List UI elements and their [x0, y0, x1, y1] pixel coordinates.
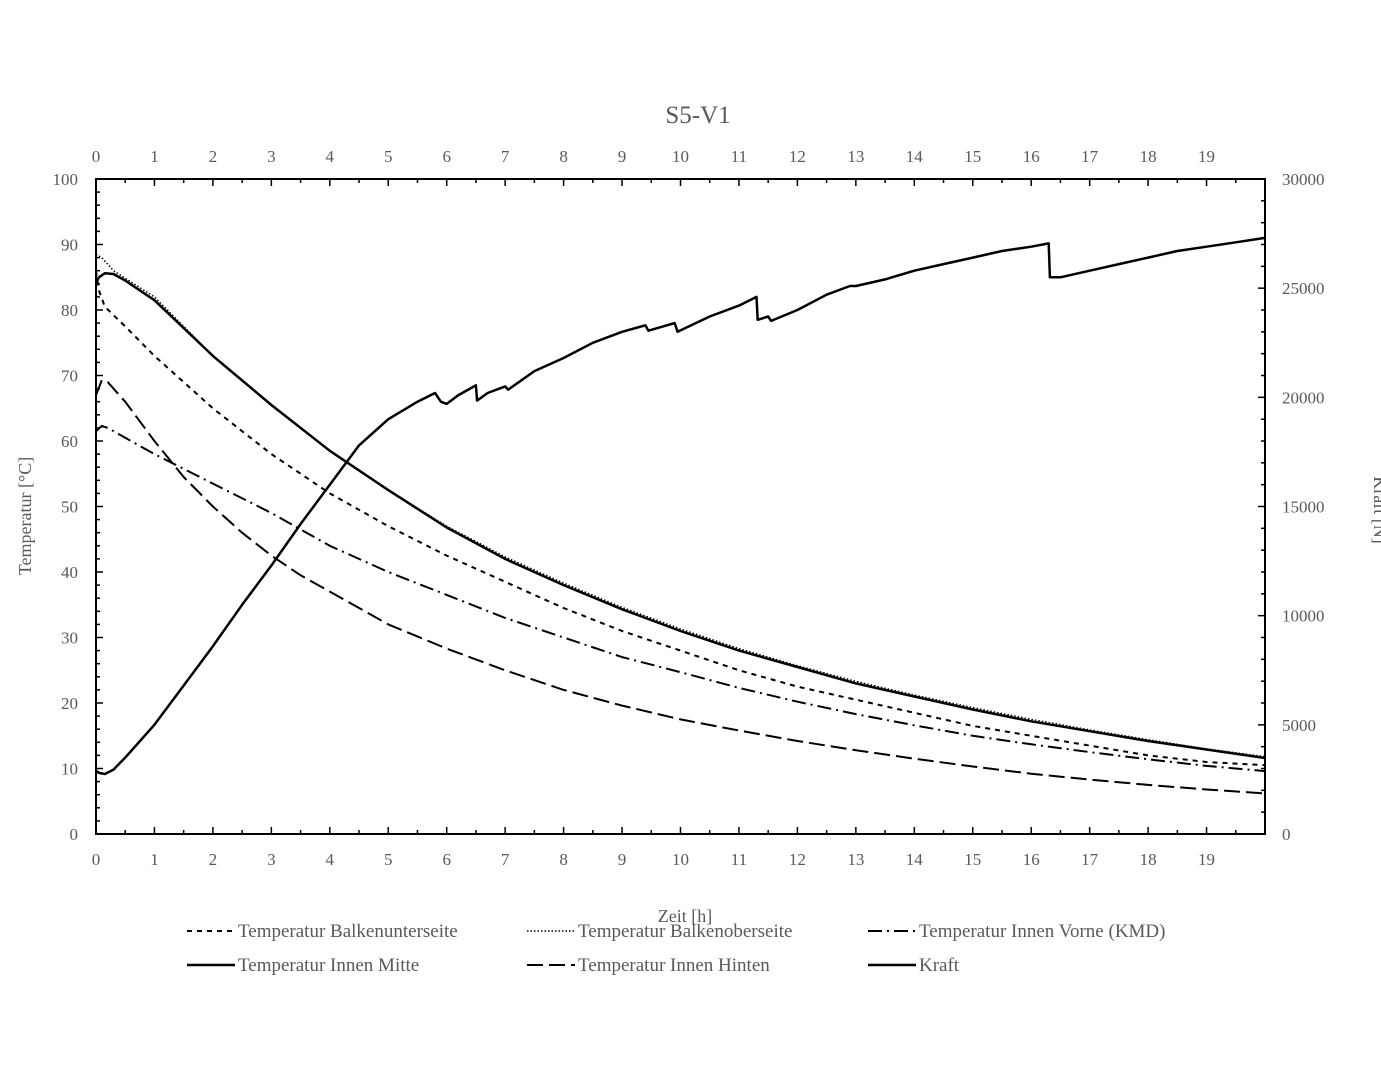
series-line-temperatur-innen-mitte	[94, 272, 1266, 760]
x-tick-label-bottom: 11	[731, 850, 747, 869]
legend-label: Temperatur Balkenoberseite	[578, 921, 792, 942]
axis-ticks	[95, 178, 1266, 835]
series-line-temperatur-innen-vorne-kmd	[95, 424, 1266, 773]
x-axis-label: Zeit [h]	[658, 906, 712, 926]
x-tick-label-top: 4	[326, 147, 335, 166]
y2-tick-label: 0	[1282, 825, 1291, 844]
y2-tick-label: 30000	[1282, 170, 1325, 189]
x-tick-label-bottom: 4	[326, 850, 335, 869]
x-tick-label-top: 17	[1081, 147, 1099, 166]
x-tick-label-bottom: 14	[906, 850, 924, 869]
y-tick-label: 80	[61, 301, 78, 320]
legend-label: Temperatur Innen Vorne (KMD)	[919, 921, 1165, 942]
x-tick-label-bottom: 8	[559, 850, 568, 869]
x-tick-label-bottom: 6	[442, 850, 451, 869]
x-tick-label-top: 0	[92, 147, 101, 166]
legend-label: Temperatur Innen Hinten	[578, 955, 770, 976]
x-tick-label-top: 7	[501, 147, 510, 166]
x-tick-label-top: 1	[150, 147, 159, 166]
y-tick-label: 50	[61, 498, 78, 517]
y2-tick-label: 25000	[1282, 279, 1325, 298]
x-tick-label-top: 2	[209, 147, 218, 166]
y-axis-label: Temperatur [°C]	[15, 457, 35, 575]
series-line-temperatur-innen-hinten	[95, 379, 1266, 795]
x-tick-label-top: 5	[384, 147, 393, 166]
y-tick-label: 100	[53, 170, 79, 189]
y2-axis-label: Kraft [N]	[1370, 476, 1381, 543]
y-tick-label: 10	[61, 760, 78, 779]
x-tick-label-top: 12	[789, 147, 806, 166]
y2-tick-label: 5000	[1282, 716, 1316, 735]
y-tick-label: 60	[61, 432, 78, 451]
x-tick-label-top: 6	[442, 147, 451, 166]
y-tick-label: 90	[61, 236, 78, 255]
series-line-temperatur-balkenunterseite	[95, 270, 1266, 767]
x-tick-label-bottom: 17	[1081, 850, 1099, 869]
x-tick-label-bottom: 7	[501, 850, 510, 869]
x-tick-label-top: 9	[618, 147, 627, 166]
x-tick-label-bottom: 9	[618, 850, 627, 869]
x-tick-label-bottom: 18	[1140, 850, 1157, 869]
x-tick-label-top: 18	[1140, 147, 1157, 166]
x-tick-label-bottom: 15	[964, 850, 981, 869]
series-lines	[94, 236, 1266, 795]
tick-labels: 0011223344556677889910101111121213131414…	[53, 147, 1325, 869]
x-tick-label-bottom: 19	[1198, 850, 1215, 869]
x-tick-label-top: 11	[731, 147, 747, 166]
x-tick-label-top: 13	[847, 147, 864, 166]
y2-tick-label: 15000	[1282, 498, 1325, 517]
y-tick-label: 40	[61, 563, 78, 582]
legend-label: Kraft	[919, 955, 960, 976]
y2-tick-label: 10000	[1282, 607, 1325, 626]
y-tick-label: 70	[61, 367, 78, 386]
x-tick-label-bottom: 1	[150, 850, 159, 869]
x-tick-label-top: 3	[267, 147, 276, 166]
x-tick-label-top: 8	[559, 147, 568, 166]
x-tick-label-bottom: 2	[209, 850, 218, 869]
legend-label: Temperatur Balkenunterseite	[238, 921, 458, 942]
x-tick-label-bottom: 0	[92, 850, 101, 869]
x-tick-label-bottom: 5	[384, 850, 393, 869]
x-tick-label-top: 14	[906, 147, 924, 166]
legend: Temperatur Balkenunterseite Temperatur Ba…	[187, 921, 1165, 976]
x-tick-label-bottom: 13	[847, 850, 864, 869]
x-tick-label-top: 16	[1023, 147, 1040, 166]
y-tick-label: 30	[61, 629, 78, 648]
y-tick-label: 20	[61, 694, 78, 713]
x-tick-label-bottom: 3	[267, 850, 276, 869]
x-tick-label-top: 10	[672, 147, 689, 166]
plot-frame	[95, 178, 1266, 835]
x-tick-label-top: 15	[964, 147, 981, 166]
x-tick-label-bottom: 12	[789, 850, 806, 869]
legend-label: Temperatur Innen Mitte	[238, 955, 419, 976]
x-tick-label-top: 19	[1198, 147, 1215, 166]
y2-tick-label: 20000	[1282, 388, 1325, 407]
x-tick-label-bottom: 16	[1023, 850, 1040, 869]
chart-title: S5-V1	[665, 102, 730, 129]
y-tick-label: 0	[70, 825, 79, 844]
x-tick-label-bottom: 10	[672, 850, 689, 869]
series-line-kraft	[95, 236, 1266, 776]
